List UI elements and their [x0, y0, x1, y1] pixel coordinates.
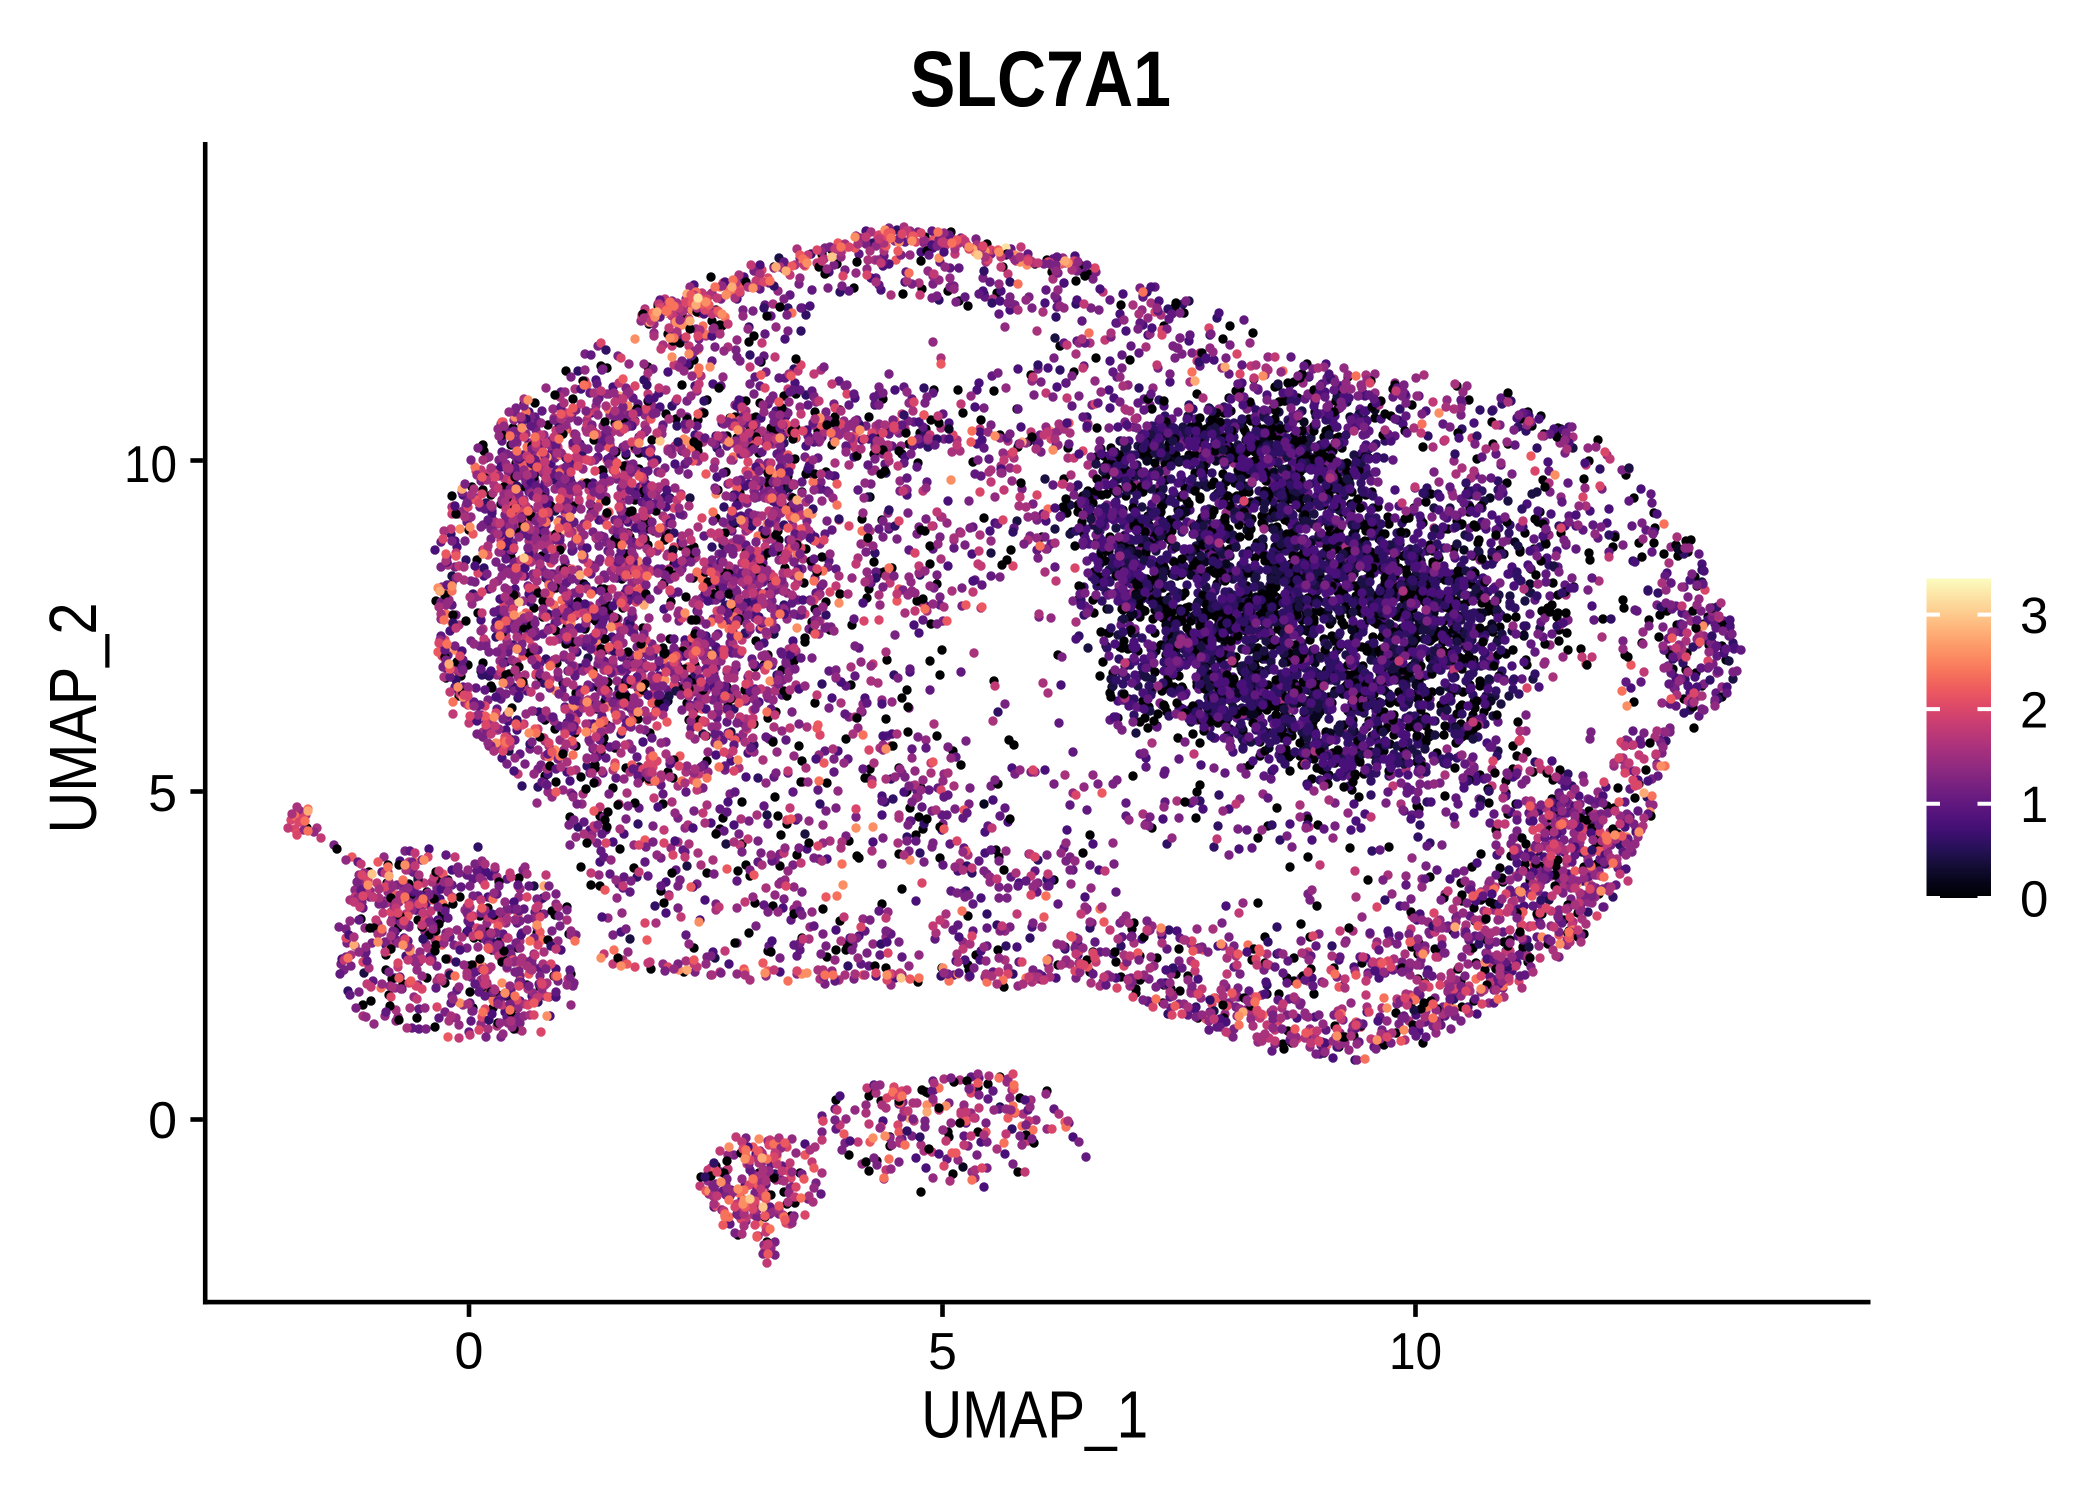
svg-text:0: 0: [148, 1092, 177, 1150]
svg-text:1: 1: [2020, 776, 2048, 833]
svg-text:2: 2: [2020, 682, 2048, 739]
svg-text:0: 0: [455, 1323, 484, 1381]
svg-text:UMAP_2: UMAP_2: [36, 603, 111, 834]
svg-text:3: 3: [2020, 587, 2048, 644]
svg-text:UMAP_1: UMAP_1: [921, 1378, 1148, 1453]
svg-text:SLC7A1: SLC7A1: [910, 34, 1171, 123]
svg-text:0: 0: [2020, 871, 2048, 928]
svg-text:10: 10: [124, 436, 177, 494]
svg-text:5: 5: [148, 765, 177, 823]
svg-text:10: 10: [1389, 1323, 1442, 1381]
svg-text:5: 5: [928, 1323, 957, 1381]
